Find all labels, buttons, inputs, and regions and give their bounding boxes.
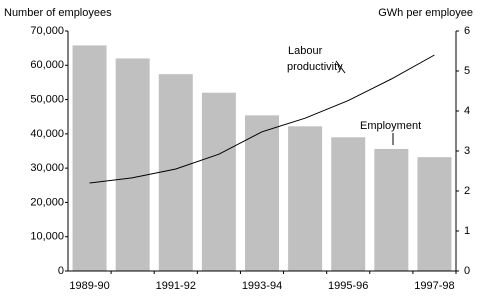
y2-tick-label: 4: [464, 105, 470, 117]
bar: [158, 74, 193, 271]
y-tick-label: 50,000: [30, 93, 64, 105]
bar: [72, 45, 107, 272]
bar: [374, 148, 409, 271]
y2-tick-label: 1: [464, 225, 470, 237]
bar: [331, 137, 366, 271]
line: [89, 54, 435, 184]
bar: [288, 126, 323, 271]
y2-tick-label: 6: [464, 25, 470, 37]
y-tick-label: 60,000: [30, 59, 64, 71]
y-tick-label: 10,000: [30, 231, 64, 243]
bar: [201, 92, 236, 271]
y-tick-label: 40,000: [30, 128, 64, 140]
y2-tick-label: 3: [464, 145, 470, 157]
bar: [417, 157, 452, 271]
x-tick-label: 1997-98: [414, 280, 454, 292]
y-tick-label: 20,000: [30, 196, 64, 208]
y2-tick-label: 2: [464, 185, 470, 197]
y-tick-label: 0: [58, 265, 64, 277]
x-tick-label: 1991-92: [156, 280, 196, 292]
bar: [115, 58, 150, 271]
y2-tick-label: 0: [464, 265, 470, 277]
bar: [245, 115, 279, 271]
y-tick-label: 70,000: [30, 25, 64, 37]
y2-axis-title: GWh per employee: [378, 7, 473, 19]
y2-tick-label: 5: [464, 65, 470, 77]
x-tick-label: 1989-90: [69, 280, 109, 292]
annotation: Employment: [360, 120, 421, 132]
y-tick-label: 30,000: [30, 162, 64, 174]
x-tick-label: 1993-94: [242, 280, 282, 292]
y-axis-title: Number of employees: [4, 7, 112, 19]
x-tick-label: 1995-96: [328, 280, 368, 292]
annotation: Labour productivity: [287, 45, 343, 73]
leader: [335, 60, 346, 74]
